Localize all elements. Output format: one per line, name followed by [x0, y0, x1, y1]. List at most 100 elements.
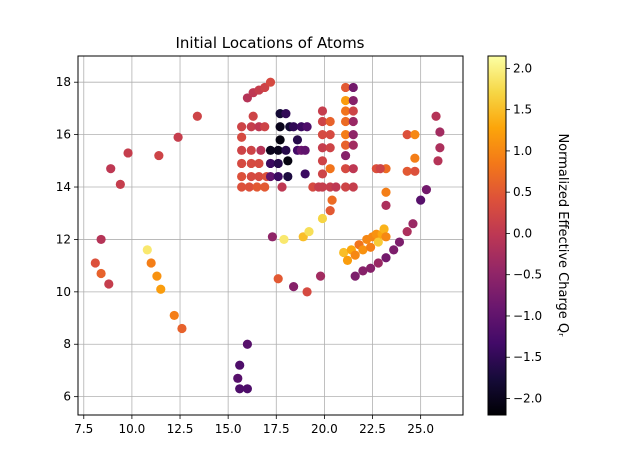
- atom-point: [273, 158, 283, 169]
- atom-point: [402, 166, 412, 176]
- atom-point: [348, 140, 358, 150]
- x-tick-label: 25.0: [407, 422, 434, 436]
- atom-point: [192, 111, 202, 121]
- colorbar-tick-label: −1.5: [513, 350, 542, 364]
- atom-point: [233, 373, 243, 383]
- atom-point: [317, 106, 328, 116]
- atom-point: [375, 164, 385, 174]
- y-tick-label: 18: [56, 75, 71, 89]
- atom-point: [402, 226, 412, 237]
- atom-point: [275, 135, 285, 145]
- atom-point: [416, 195, 426, 205]
- atom-point: [235, 384, 245, 394]
- atom-point: [340, 140, 351, 150]
- colorbar-tick-label: −1.0: [513, 309, 542, 323]
- atom-point: [408, 219, 418, 229]
- atom-point: [244, 182, 254, 192]
- colorbar-tick-label: 1.5: [513, 103, 532, 117]
- atom-point: [289, 122, 299, 132]
- atom-point: [317, 169, 328, 179]
- atom-point: [142, 245, 152, 255]
- atom-point: [435, 143, 445, 153]
- atom-point: [246, 145, 256, 155]
- atom-point: [242, 339, 252, 349]
- atom-point: [325, 164, 335, 174]
- y-tick-label: 10: [56, 285, 71, 299]
- atom-point: [260, 182, 270, 192]
- atom-point: [152, 271, 162, 281]
- atom-point: [256, 145, 266, 155]
- x-tick-label: 10.0: [119, 422, 146, 436]
- atom-point: [237, 122, 247, 132]
- atom-point: [358, 245, 368, 255]
- atom-point: [300, 169, 310, 179]
- atom-point: [267, 232, 278, 242]
- atom-point: [260, 122, 270, 132]
- atom-point: [340, 95, 351, 106]
- atom-point: [237, 132, 247, 142]
- atom-point: [302, 122, 312, 132]
- colorbar-tick-label: 0.5: [513, 185, 532, 199]
- colorbar-tick-label: 2.0: [513, 61, 532, 75]
- x-tick-label: 15.0: [215, 422, 242, 436]
- atom-point: [283, 171, 293, 182]
- atom-point: [389, 245, 399, 255]
- atom-point: [421, 185, 432, 195]
- atom-point: [169, 310, 179, 321]
- atom-point: [265, 158, 276, 169]
- atom-point: [154, 150, 164, 161]
- atom-point: [394, 237, 405, 247]
- atom-point: [325, 116, 335, 127]
- x-tick-label: 12.5: [167, 422, 194, 436]
- atom-point: [348, 130, 358, 140]
- atom-point: [302, 287, 312, 297]
- atom-point: [277, 182, 287, 192]
- atom-point: [273, 171, 283, 182]
- atom-point: [237, 171, 247, 182]
- atom-point: [90, 258, 100, 268]
- atom-point: [265, 171, 276, 182]
- atom-point: [265, 77, 276, 87]
- atom-point: [325, 130, 335, 140]
- atom-point: [340, 106, 351, 116]
- atom-point: [410, 153, 420, 163]
- x-tick-label: 20.0: [311, 422, 338, 436]
- colorbar-tick-label: −0.5: [513, 268, 542, 282]
- atom-point: [435, 127, 445, 137]
- atom-point: [317, 116, 328, 127]
- atom-point: [173, 132, 183, 142]
- atom-point: [317, 130, 328, 140]
- atom-point: [410, 130, 420, 140]
- atom-point: [348, 106, 358, 116]
- atom-point: [331, 182, 341, 192]
- atom-point: [237, 145, 247, 155]
- atom-point: [235, 360, 245, 370]
- atom-point: [373, 237, 383, 247]
- colorbar-tick-label: −2.0: [513, 391, 542, 405]
- atom-point: [327, 195, 337, 205]
- atom-point: [265, 145, 276, 155]
- atom-point: [246, 158, 256, 169]
- atom-point: [254, 158, 264, 169]
- atom-point: [366, 242, 376, 252]
- atom-point: [275, 122, 285, 132]
- atom-point: [340, 182, 351, 192]
- x-tick-label: 22.5: [359, 422, 386, 436]
- atom-point: [348, 182, 358, 192]
- atom-point: [381, 253, 391, 263]
- atom-point: [177, 323, 187, 334]
- atom-point: [237, 182, 247, 192]
- atom-point: [106, 164, 116, 174]
- x-tick-label: 7.5: [74, 422, 93, 436]
- atom-point: [242, 384, 252, 394]
- atom-point: [373, 258, 383, 268]
- y-tick-label: 8: [63, 337, 71, 351]
- atom-point: [248, 111, 258, 121]
- atom-point: [366, 263, 376, 273]
- atom-point: [340, 116, 351, 127]
- y-tick-label: 6: [63, 390, 71, 404]
- atom-point: [325, 143, 335, 153]
- atom-point: [348, 95, 358, 106]
- atom-point: [340, 82, 351, 93]
- colorbar-label: Normalized Effective Charge Qᵣ: [555, 133, 570, 337]
